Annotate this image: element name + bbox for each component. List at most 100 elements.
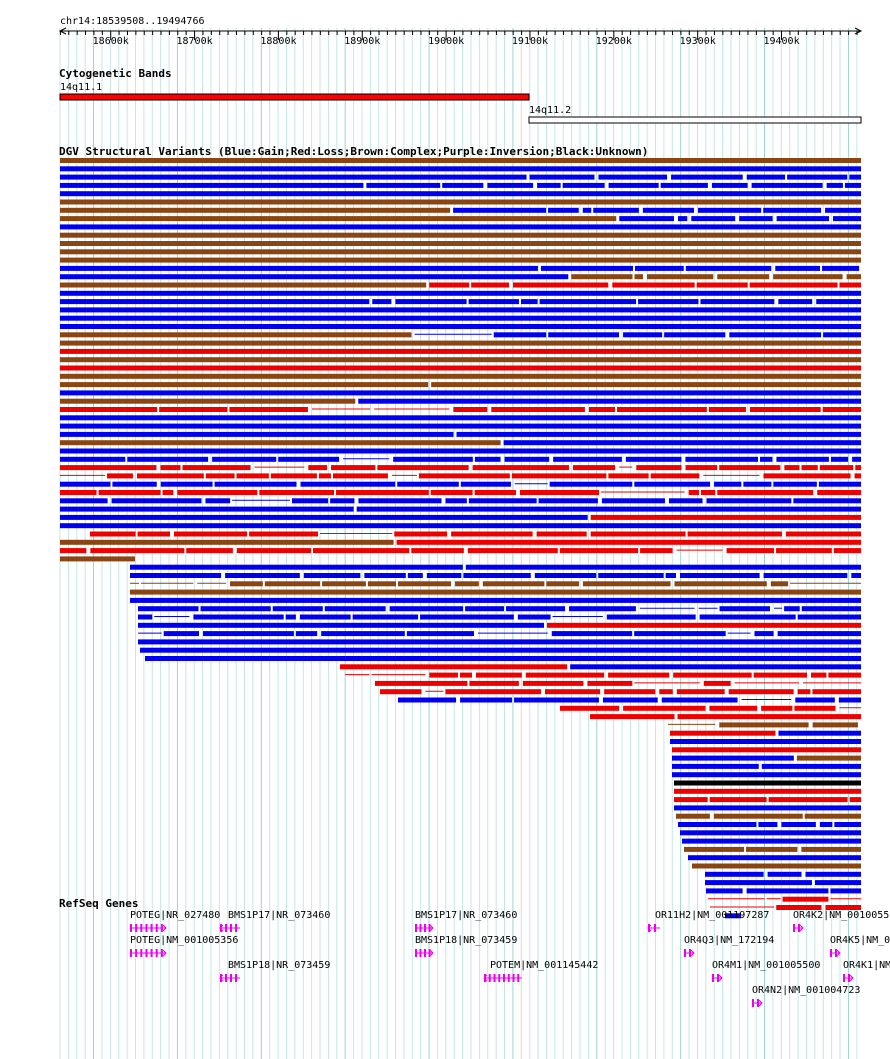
dgv-variant[interactable] xyxy=(513,282,609,288)
gene-exon[interactable] xyxy=(135,924,138,932)
dgv-variant[interactable] xyxy=(665,573,677,578)
dgv-variant[interactable] xyxy=(811,672,827,678)
dgv-variant[interactable] xyxy=(763,473,851,479)
cytoband-14q11.2[interactable] xyxy=(528,116,862,124)
dgv-variant[interactable] xyxy=(549,481,633,487)
dgv-variant[interactable] xyxy=(787,174,848,180)
gene-exon[interactable] xyxy=(160,924,163,932)
dgv-variant[interactable] xyxy=(674,797,708,803)
dgv-variant[interactable] xyxy=(127,456,209,462)
dgv-variant[interactable] xyxy=(623,705,706,711)
dgv-variant[interactable] xyxy=(467,548,558,554)
dgv-variant[interactable] xyxy=(539,299,637,305)
dgv-variant[interactable] xyxy=(303,573,361,578)
dgv-variant[interactable] xyxy=(60,158,861,163)
dgv-variant[interactable] xyxy=(200,606,271,612)
dgv-variant[interactable] xyxy=(295,631,318,637)
gene-exon[interactable] xyxy=(230,924,232,932)
dgv-variant[interactable] xyxy=(569,606,636,612)
dgv-variant[interactable] xyxy=(130,564,463,570)
dgv-variant[interactable] xyxy=(475,672,522,678)
dgv-variant[interactable] xyxy=(754,631,774,637)
dgv-variant[interactable] xyxy=(770,581,789,587)
dgv-variant[interactable] xyxy=(431,382,861,388)
dgv-variant[interactable] xyxy=(331,465,376,471)
gene-label[interactable]: OR4M1|NM_001005500 xyxy=(712,960,821,971)
dgv-variant[interactable] xyxy=(60,398,356,404)
gene-exon[interactable] xyxy=(235,974,237,982)
gene-exon[interactable] xyxy=(130,949,132,957)
dgv-variant[interactable] xyxy=(429,282,470,288)
gene-label[interactable]: POTEG|NM_001005356 xyxy=(130,935,239,946)
dgv-variant[interactable] xyxy=(590,714,675,720)
dgv-variant[interactable] xyxy=(749,282,838,288)
dgv-variant[interactable] xyxy=(819,822,833,827)
dgv-variant[interactable] xyxy=(590,514,861,520)
dgv-variant[interactable] xyxy=(598,573,664,578)
dgv-variant[interactable] xyxy=(676,813,710,819)
dgv-variant[interactable] xyxy=(778,299,813,305)
dgv-variant[interactable] xyxy=(60,249,861,255)
dgv-variant[interactable] xyxy=(137,531,171,537)
dgv-variant[interactable] xyxy=(546,581,579,587)
dgv-variant[interactable] xyxy=(696,282,748,288)
dgv-variant[interactable] xyxy=(442,182,484,188)
dgv-variant[interactable] xyxy=(604,689,656,695)
dgv-variant[interactable] xyxy=(851,573,861,578)
gene-exon[interactable] xyxy=(428,949,431,957)
dgv-variant[interactable] xyxy=(708,407,746,412)
dgv-variant[interactable] xyxy=(60,290,861,296)
dgv-variant[interactable] xyxy=(676,689,725,695)
dgv-variant[interactable] xyxy=(463,573,531,578)
gene-exon[interactable] xyxy=(484,974,486,982)
dgv-variant[interactable] xyxy=(560,705,620,711)
dgv-variant[interactable] xyxy=(673,672,752,678)
dgv-variant[interactable] xyxy=(322,581,366,587)
gene-exon[interactable] xyxy=(512,974,515,982)
dgv-variant[interactable] xyxy=(670,739,861,744)
dgv-variant[interactable] xyxy=(60,340,861,346)
dgv-variant[interactable] xyxy=(763,573,848,578)
dgv-variant[interactable] xyxy=(397,481,459,487)
dgv-variant[interactable] xyxy=(717,490,814,495)
dgv-variant[interactable] xyxy=(793,498,861,504)
dgv-variant[interactable] xyxy=(318,473,331,479)
dgv-variant[interactable] xyxy=(540,265,633,271)
dgv-variant[interactable] xyxy=(291,498,329,504)
dgv-variant[interactable] xyxy=(677,714,861,720)
gene-exon[interactable] xyxy=(140,949,143,957)
dgv-variant[interactable] xyxy=(138,639,861,645)
dgv-variant[interactable] xyxy=(60,407,158,412)
dgv-variant[interactable] xyxy=(559,548,639,554)
dgv-variant[interactable] xyxy=(487,182,534,188)
dgv-variant[interactable] xyxy=(825,905,861,910)
dgv-variant[interactable] xyxy=(60,216,617,222)
dgv-variant[interactable] xyxy=(299,614,351,620)
dgv-variant[interactable] xyxy=(460,481,511,487)
gene-exon[interactable] xyxy=(140,924,143,932)
dgv-variant[interactable] xyxy=(503,440,861,446)
dgv-variant[interactable] xyxy=(60,191,861,197)
dgv-variant[interactable] xyxy=(420,614,514,620)
dgv-variant[interactable] xyxy=(832,216,861,222)
dgv-variant[interactable] xyxy=(272,606,323,612)
dgv-variant[interactable] xyxy=(90,548,185,554)
dgv-variant[interactable] xyxy=(236,548,311,554)
dgv-variant[interactable] xyxy=(426,573,462,578)
dgv-variant[interactable] xyxy=(60,465,157,471)
dgv-variant[interactable] xyxy=(60,506,354,512)
dgv-variant[interactable] xyxy=(107,473,133,479)
dgv-variant[interactable] xyxy=(773,274,843,280)
dgv-variant[interactable] xyxy=(205,473,235,479)
dgv-variant[interactable] xyxy=(372,299,392,305)
dgv-variant[interactable] xyxy=(60,315,861,321)
dgv-variant[interactable] xyxy=(259,490,335,495)
dgv-variant[interactable] xyxy=(98,490,161,495)
dgv-variant[interactable] xyxy=(608,182,659,188)
dgv-variant[interactable] xyxy=(364,573,406,578)
dgv-variant[interactable] xyxy=(519,490,600,495)
dgv-variant[interactable] xyxy=(60,166,861,172)
dgv-variant[interactable] xyxy=(705,880,812,886)
dgv-variant[interactable] xyxy=(753,672,808,678)
dgv-variant[interactable] xyxy=(784,606,800,612)
